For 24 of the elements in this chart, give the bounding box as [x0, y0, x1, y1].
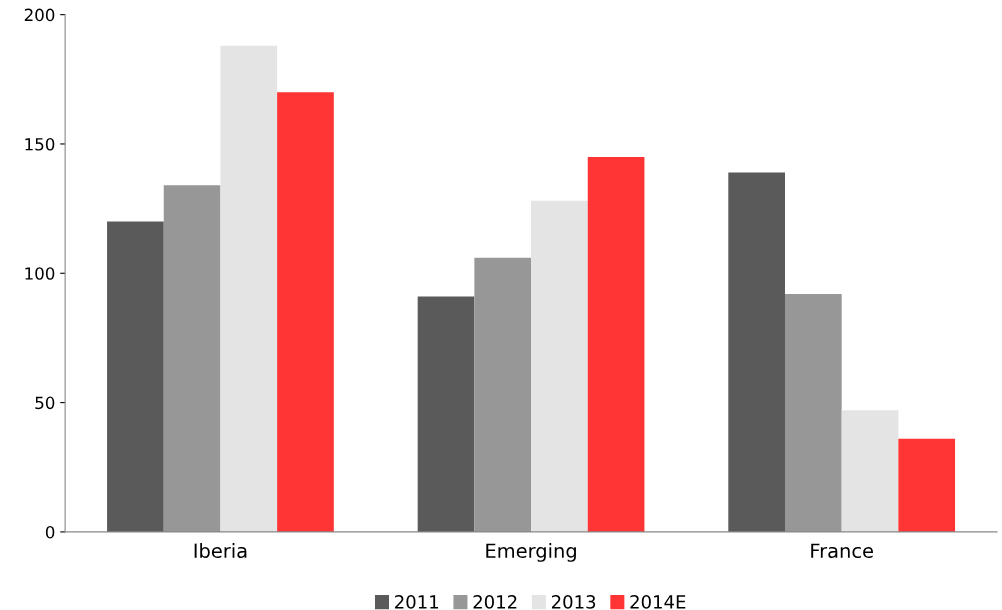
- x-tick-label: Emerging: [486, 543, 576, 562]
- legend-label: 2014E: [630, 595, 686, 609]
- legend-label: 2011: [395, 595, 439, 609]
- bar: [784, 293, 842, 532]
- bar: [417, 296, 475, 532]
- bar: [841, 410, 899, 532]
- x-tick-label: Iberia: [194, 543, 247, 559]
- x-tick-label: France: [811, 543, 873, 559]
- legend-label: 2012: [473, 595, 517, 609]
- y-tick-label: 150: [25, 137, 55, 151]
- bar: [531, 200, 588, 532]
- bar: [728, 172, 785, 532]
- y-tick-label: 0: [45, 525, 55, 539]
- bar: [587, 156, 645, 532]
- bar: [220, 45, 278, 532]
- y-tick-label: 200: [24, 8, 55, 22]
- bar: [898, 438, 956, 532]
- y-tick-label: 100: [25, 267, 55, 280]
- bar: [277, 92, 334, 532]
- bar: [107, 221, 164, 532]
- bar: [163, 185, 221, 532]
- y-tick-label: 50: [35, 396, 55, 410]
- bar: [474, 257, 532, 532]
- legend-label: 2013: [551, 595, 596, 609]
